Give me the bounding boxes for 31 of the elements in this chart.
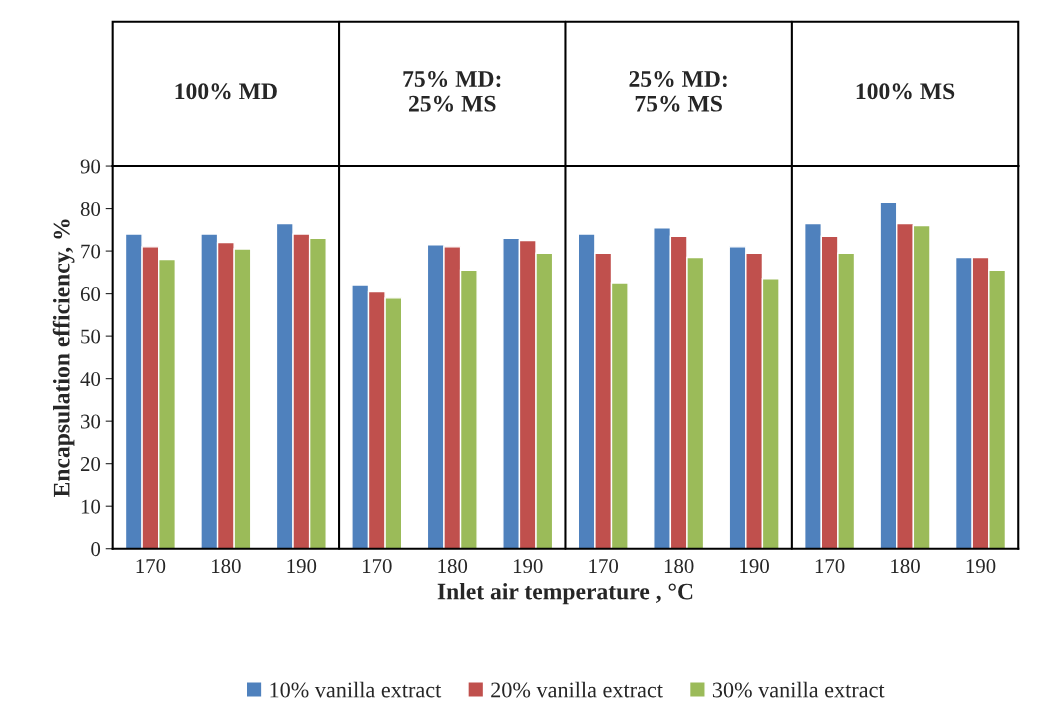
x-tick-label: 170 — [589, 559, 619, 574]
y-tick-label: 10 — [81, 499, 101, 514]
x-tick-label: 180 — [664, 559, 694, 574]
x-tick-label: 170 — [363, 559, 392, 574]
y-axis-title: Encapsulation efficiency, % — [52, 219, 75, 498]
legend-label: 10% vanilla extract — [270, 681, 442, 698]
y-tick-label: 80 — [80, 201, 101, 217]
text: 75% MD: 25% MS — [403, 70, 501, 112]
y-tick-label: 40 — [80, 372, 101, 387]
text: 100% MS — [856, 83, 955, 100]
x-tick-label: 180 — [891, 559, 920, 574]
y-tick-label: 60 — [80, 286, 101, 302]
text: 25% MD: 75% MS — [629, 70, 727, 112]
text: 100% MD — [175, 83, 277, 100]
y-tick-label: 50 — [81, 329, 101, 344]
x-tick-label: 190 — [740, 559, 769, 574]
x-tick-label: 170 — [815, 559, 845, 574]
legend-label: 30% vanilla extract — [712, 681, 885, 698]
y-tick-label: 20 — [80, 457, 101, 472]
x-tick-label: 180 — [438, 559, 468, 574]
x-tick-label: 190 — [287, 559, 317, 574]
y-tick-label: 0 — [91, 542, 101, 557]
x-tick-label: 170 — [136, 559, 166, 574]
y-tick-label: 90 — [80, 159, 101, 174]
x-tick-label: 190 — [966, 559, 996, 574]
y-tick-label: 30 — [81, 414, 101, 429]
legend-label: 20% vanilla extract — [491, 681, 663, 698]
x-axis-title: Inlet air temperature , °C — [437, 582, 693, 605]
x-tick-label: 190 — [513, 559, 543, 574]
y-tick-label: 70 — [81, 244, 101, 259]
x-tick-label: 180 — [212, 559, 241, 574]
